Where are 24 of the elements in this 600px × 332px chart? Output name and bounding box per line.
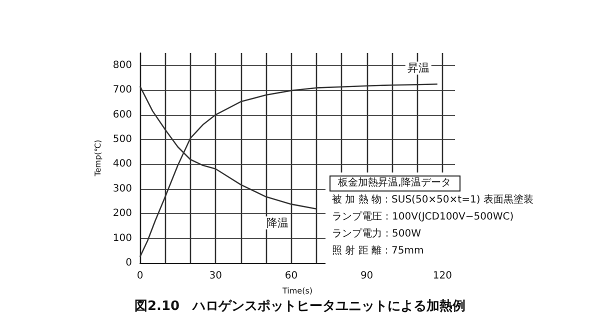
text: 図2.10 ハロゲンスポットヒータユニットによる加熱例 <box>134 298 466 314</box>
annotation: 板金加熱昇温,降温データ <box>337 176 452 188</box>
annotation: ランプ電力：500W <box>332 228 422 240</box>
y-tick-label: 200 <box>112 208 132 220</box>
x-tick-label: 120 <box>432 270 452 282</box>
y-axis-title: Temp(℃) <box>94 140 103 178</box>
y-tick-label: 600 <box>112 109 132 120</box>
x-tick-label: 60 <box>284 270 298 282</box>
x-tick-label: 90 <box>360 270 374 282</box>
annotation: 被 加 熱 物：SUS(50×50×t=1) 表面黒塗装 <box>332 194 534 206</box>
y-tick-label: 700 <box>112 84 132 96</box>
x-tick-label: 0 <box>136 270 144 282</box>
y-tick-label: 0 <box>126 258 132 268</box>
annotation: ランプ電圧：100V(JCD100V−500WC) <box>332 210 514 222</box>
annotation: 照 射 距 離：75mm <box>332 244 424 256</box>
y-tick-label: 400 <box>112 158 132 170</box>
series-label: 降温 <box>266 216 288 230</box>
series-label: 昇温 <box>407 62 430 75</box>
y-tick-label: 100 <box>112 232 132 244</box>
y-tick-label: 500 <box>112 134 132 145</box>
y-tick-label: 800 <box>112 60 132 71</box>
x-axis-title: Time(s) <box>282 286 312 296</box>
x-tick-label: 30 <box>209 270 222 282</box>
y-tick-label: 300 <box>112 183 132 194</box>
